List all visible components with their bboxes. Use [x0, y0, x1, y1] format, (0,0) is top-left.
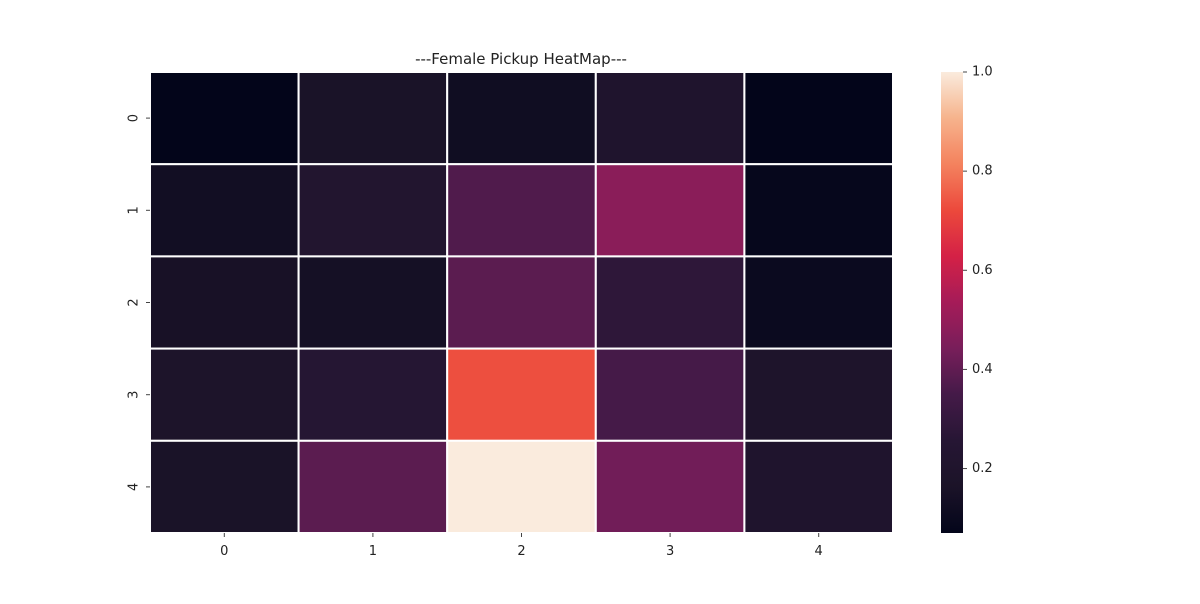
- heatmap-cell-3-0: [149, 347, 300, 442]
- heatmap-cell-4-4: [743, 439, 895, 534]
- heatmap-cells: [149, 71, 895, 534]
- y-axis-ticks: 0 1 2 3 4: [127, 114, 150, 491]
- colorbar: 0.2 0.4 0.6 0.8 1.0: [941, 65, 993, 533]
- heatmap-cell-0-2: [446, 71, 597, 166]
- heatmap-cell-4-2: [446, 439, 597, 534]
- y-tick-label-2: 2: [127, 298, 142, 306]
- colorbar-tick-label-4: 1.0: [972, 65, 993, 80]
- heatmap-cell-0-1: [297, 71, 449, 166]
- heatmap-cell-0-3: [594, 71, 746, 166]
- heatmap-cell-2-0: [149, 255, 300, 350]
- x-tick-label-2: 2: [517, 544, 525, 559]
- colorbar-gradient: [941, 72, 963, 533]
- heatmap-cell-0-4: [743, 71, 895, 166]
- heatmap-cell-0-0: [149, 71, 300, 166]
- chart-title: ---Female Pickup HeatMap---: [415, 50, 627, 68]
- colorbar-tick-label-3: 0.8: [972, 164, 993, 179]
- heatmap-cell-1-0: [149, 163, 300, 258]
- heatmap-cell-4-3: [594, 439, 746, 534]
- heatmap-cell-4-0: [149, 439, 300, 534]
- heatmap-cell-3-3: [594, 347, 746, 442]
- heatmap-cell-3-4: [743, 347, 895, 442]
- x-axis-ticks: 0 1 2 3 4: [220, 533, 823, 559]
- heatmap-cell-2-1: [297, 255, 449, 350]
- heatmap-cell-1-1: [297, 163, 449, 258]
- y-tick-label-4: 4: [127, 483, 142, 491]
- x-tick-label-1: 1: [369, 544, 377, 559]
- heatmap-cell-1-3: [594, 163, 746, 258]
- colorbar-tick-label-2: 0.6: [972, 263, 993, 278]
- heatmap-cell-4-1: [297, 439, 449, 534]
- heatmap-cell-2-2: [446, 255, 597, 350]
- heatmap-cell-3-1: [297, 347, 449, 442]
- heatmap-cell-2-3: [594, 255, 746, 350]
- y-tick-label-0: 0: [127, 114, 142, 122]
- colorbar-tick-label-0: 0.2: [972, 461, 993, 476]
- y-tick-label-1: 1: [127, 206, 142, 214]
- colorbar-tick-label-1: 0.4: [972, 362, 993, 377]
- heatmap-cell-1-2: [446, 163, 597, 258]
- heatmap-cell-1-4: [743, 163, 895, 258]
- x-tick-label-4: 4: [815, 544, 823, 559]
- y-tick-label-3: 3: [127, 391, 142, 399]
- x-tick-label-3: 3: [666, 544, 674, 559]
- heatmap-cell-3-2: [446, 347, 597, 442]
- x-tick-label-0: 0: [220, 544, 228, 559]
- heatmap-cell-2-4: [743, 255, 895, 350]
